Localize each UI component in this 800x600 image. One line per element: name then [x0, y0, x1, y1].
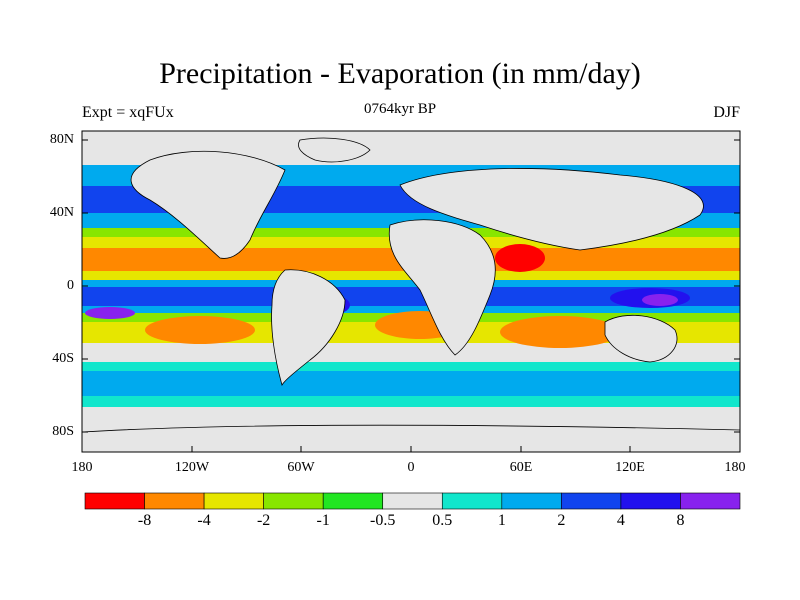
maritime-continent-max — [642, 294, 678, 306]
x-tick-marks — [81, 446, 741, 452]
x-tick-label: 0 — [407, 460, 415, 475]
map-title: Precipitation - Evaporation (in mm/day) — [159, 57, 641, 90]
band-south-neutral — [82, 343, 740, 363]
colorbar-swatch — [322, 492, 384, 510]
x-tick-label: 120W — [174, 460, 210, 475]
y-tick-label: 40S — [52, 351, 74, 366]
colorbar-swatch — [441, 492, 503, 510]
x-tick-label: 60W — [287, 460, 315, 475]
colorbar-label: -0.5 — [370, 512, 396, 529]
eurasia-land — [399, 168, 704, 251]
colorbar-label: -2 — [256, 512, 271, 529]
africa-land — [388, 219, 496, 356]
colorbar-label: -1 — [316, 512, 330, 529]
y-tick-label: 80S — [52, 424, 74, 439]
colorbar-swatch — [203, 492, 264, 510]
greenland-land — [298, 137, 371, 163]
north-america-land — [130, 150, 286, 259]
season-label: DJF — [713, 104, 740, 121]
south-america-land — [271, 269, 346, 387]
experiment-label: Expt = xqFUx — [82, 104, 174, 121]
south-pacific-dry-core — [145, 316, 255, 344]
australia-land — [604, 315, 678, 363]
colorbar — [84, 492, 741, 510]
colorbar-label: -4 — [197, 512, 211, 529]
x-tick-label: 180 — [724, 460, 746, 475]
x-tick-label: 180 — [71, 460, 93, 475]
band-south-storm-track — [82, 371, 740, 397]
colorbar-swatch — [382, 492, 443, 510]
colorbar-label: -8 — [137, 512, 152, 529]
x-tick-label: 120E — [615, 460, 645, 475]
band-south-cyan-2 — [82, 396, 740, 408]
band-itcz — [82, 287, 740, 307]
colorbar-swatch — [144, 492, 205, 510]
colorbar-swatch — [561, 492, 622, 510]
band-south-cyan — [82, 362, 740, 372]
band-itcz-south-edge — [82, 306, 740, 314]
y-tick-label: 40N — [49, 205, 74, 220]
colorbar-label: 0.5 — [432, 512, 453, 529]
colorbar-label: 1 — [497, 512, 506, 529]
y-tick-label: 80N — [49, 132, 74, 147]
colorbar-swatch — [620, 492, 681, 510]
antarctica-land — [82, 424, 740, 452]
colorbar-label: 4 — [616, 512, 625, 529]
y-tick-label: 0 — [67, 278, 74, 293]
colorbar-swatch — [84, 492, 145, 510]
y-tick-marks — [82, 139, 740, 433]
precip-evap-field — [82, 131, 740, 452]
colorbar-swatch — [263, 492, 324, 510]
map-subtitle: 0764kyr BP — [363, 101, 437, 117]
colorbar-swatch — [501, 492, 562, 510]
arabian-sea-dry-max — [495, 244, 545, 272]
colorbar-label: 8 — [676, 512, 685, 529]
spcz-wet-max — [85, 307, 135, 319]
band-itcz-edge — [82, 280, 740, 288]
colorbar-label: 2 — [557, 512, 566, 529]
x-tick-label: 60E — [509, 460, 533, 475]
colorbar-swatch — [680, 492, 741, 510]
indian-ocean-dry-core — [500, 316, 620, 348]
